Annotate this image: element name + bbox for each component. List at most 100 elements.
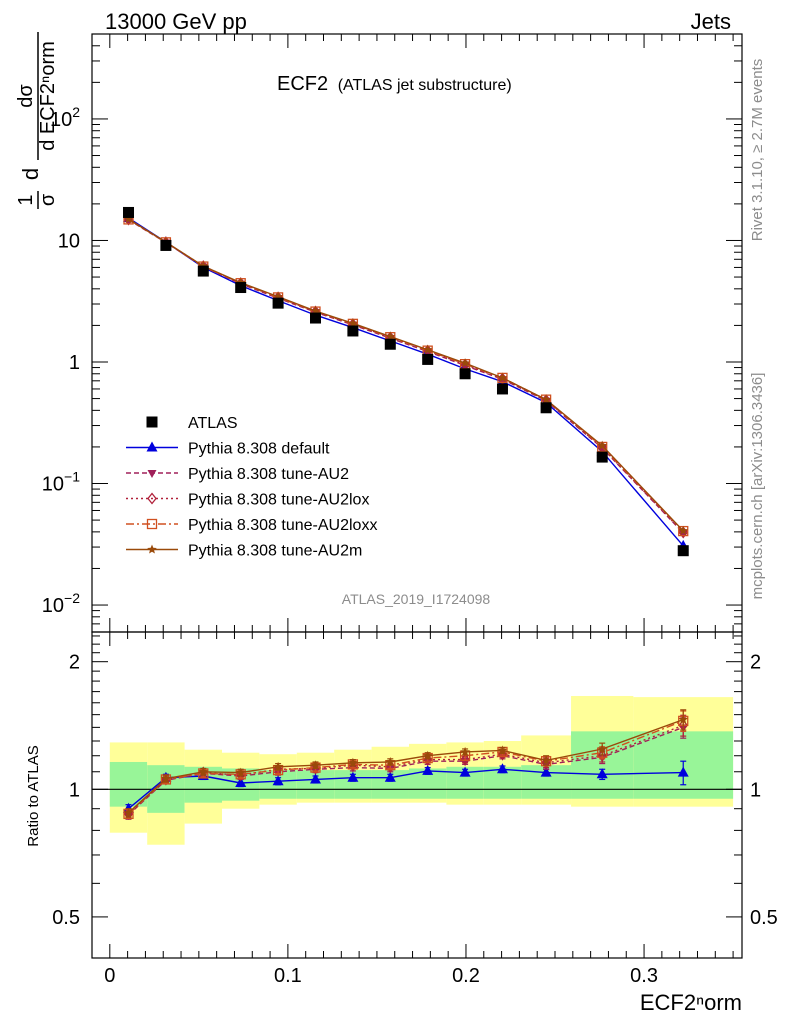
- atlas-data-point: [272, 297, 284, 309]
- main-series-line: [128, 218, 684, 532]
- atlas-data-point: [197, 265, 209, 277]
- axes-layer: 0 0.1 0.2 0.3 10−2 10−1 1 10 102 0.5 0.5 1 1 2 2: [42, 33, 778, 987]
- ratio-series-point: [677, 766, 689, 777]
- main-y-tick-label: 10−1: [42, 469, 80, 496]
- main-series-line: [128, 219, 684, 534]
- legend-item-0: ATLAS: [146, 415, 238, 432]
- main-series-line: [128, 218, 684, 532]
- ratio-y-tick-label-right: 0.5: [750, 907, 778, 929]
- legend-marker: [147, 492, 157, 505]
- jets-label: Jets: [691, 9, 731, 34]
- ratio-series-point: [596, 768, 608, 779]
- ratio-y-tick-label-right: 1: [750, 779, 761, 801]
- svg-text:dσ: dσ: [15, 84, 37, 108]
- main-series-point: [497, 372, 508, 382]
- ratio-series-line: [128, 718, 684, 814]
- ratio-series-point: [540, 766, 552, 777]
- ratio-series-point: [459, 766, 471, 777]
- atlas-data-points: [123, 206, 689, 557]
- atlas-data-point: [235, 282, 247, 294]
- ratio-frame: [91, 631, 743, 959]
- main-series-point: [597, 440, 607, 450]
- main-series-point: [385, 331, 395, 341]
- atlas-data-point: [677, 545, 689, 557]
- plot-title-sub: (ATLAS jet substructure): [338, 77, 512, 94]
- ratio-series-point: [348, 757, 358, 767]
- ratio-series-point: [541, 755, 551, 765]
- ratio-series-point: [235, 776, 247, 787]
- main-y-tick-label: 102: [50, 104, 80, 131]
- main-series-point: [541, 394, 551, 404]
- atlas-data-point: [160, 239, 172, 251]
- ratio-series-point: [496, 763, 508, 774]
- legend-item-2: Pythia 8.308 tune-AU2: [126, 466, 349, 483]
- main-series-line: [128, 218, 684, 533]
- ratio-series-5: [123, 709, 688, 818]
- main-series-4: [123, 214, 689, 537]
- ratio-y-tick-label-left: 0.5: [52, 907, 80, 929]
- legend-marker: [147, 544, 157, 554]
- ratio-series-point: [597, 744, 607, 753]
- main-series-point: [678, 529, 688, 538]
- legend-marker: [146, 518, 158, 530]
- svg-text:d ECF2ⁿorm: d ECF2ⁿorm: [37, 41, 59, 151]
- legend-item-4: Pythia 8.308 tune-AU2loxx: [126, 517, 377, 534]
- ratio-series-point: [422, 764, 434, 775]
- ratio-y-tick-label-left: 2: [69, 652, 80, 674]
- main-series-point: [460, 358, 470, 368]
- ratio-series-point: [384, 771, 396, 782]
- atlas-data-point: [540, 402, 552, 414]
- atlas-data-point: [347, 325, 359, 337]
- legend-label: ATLAS: [188, 415, 238, 432]
- mcplots-label: mcplots.cern.ch [arXiv:1306.3436]: [749, 373, 766, 600]
- main-series-point: [273, 291, 283, 301]
- atlas-data-point: [596, 451, 608, 463]
- ratio-series-point: [422, 750, 433, 760]
- ratio-series-point: [273, 761, 283, 771]
- main-series-point: [348, 318, 358, 328]
- atlas-data-point: [309, 312, 321, 324]
- ratio-uncertainty-bands: [109, 695, 734, 845]
- analysis-watermark: ATLAS_2019_I1724098: [342, 591, 491, 607]
- ratio-series-point: [497, 745, 508, 755]
- x-tick-label: 0.1: [274, 965, 302, 987]
- ratio-series-point: [161, 773, 171, 783]
- ratio-series-point: [460, 753, 470, 766]
- legend-label: Pythia 8.308 tune-AU2m: [188, 543, 362, 560]
- legend-item-5: Pythia 8.308 tune-AU2m: [126, 543, 362, 560]
- collision-label: 13000 GeV pp: [105, 9, 247, 34]
- x-tick-label: 0: [104, 965, 115, 987]
- ratio-series-point: [235, 767, 246, 777]
- atlas-data-point: [384, 338, 396, 350]
- ratio-series-point: [678, 714, 688, 724]
- ratio-series-layer: [123, 709, 689, 820]
- ratio-series-point: [385, 757, 395, 766]
- ratio-series-point: [347, 771, 359, 782]
- atlas-data-point: [459, 368, 471, 380]
- ratio-series-point: [198, 766, 209, 776]
- svg-text:d: d: [18, 168, 43, 180]
- main-series-line: [128, 217, 684, 547]
- legend: ATLAS Pythia 8.308 default Pythia 8.308 tu…: [126, 415, 377, 560]
- ratio-series-point: [310, 760, 321, 770]
- legend-marker: [146, 416, 158, 428]
- svg-text:σ: σ: [37, 193, 59, 206]
- ratio-y-axis-label: Ratio to ATLAS: [25, 745, 42, 846]
- main-y-tick-label: 10−2: [42, 590, 80, 617]
- legend-item-3: Pythia 8.308 tune-AU2lox: [126, 492, 369, 509]
- legend-marker: [147, 470, 157, 478]
- ratio-series-line: [128, 724, 684, 815]
- main-series-2: [124, 216, 688, 538]
- legend-marker: [146, 441, 158, 452]
- ratio-series-point: [460, 746, 470, 756]
- atlas-data-point: [422, 353, 434, 365]
- ratio-y-tick-label-right: 2: [750, 652, 761, 674]
- x-tick-label: 0.2: [452, 965, 480, 987]
- main-y-tick-label: 1: [69, 352, 80, 374]
- main-y-tick-label: 10: [58, 230, 80, 252]
- main-series-layer: [123, 206, 689, 557]
- ratio-series-point: [123, 807, 134, 817]
- plot-title-main: ECF2: [277, 73, 328, 95]
- legend-label: Pythia 8.308 tune-AU2: [188, 466, 349, 483]
